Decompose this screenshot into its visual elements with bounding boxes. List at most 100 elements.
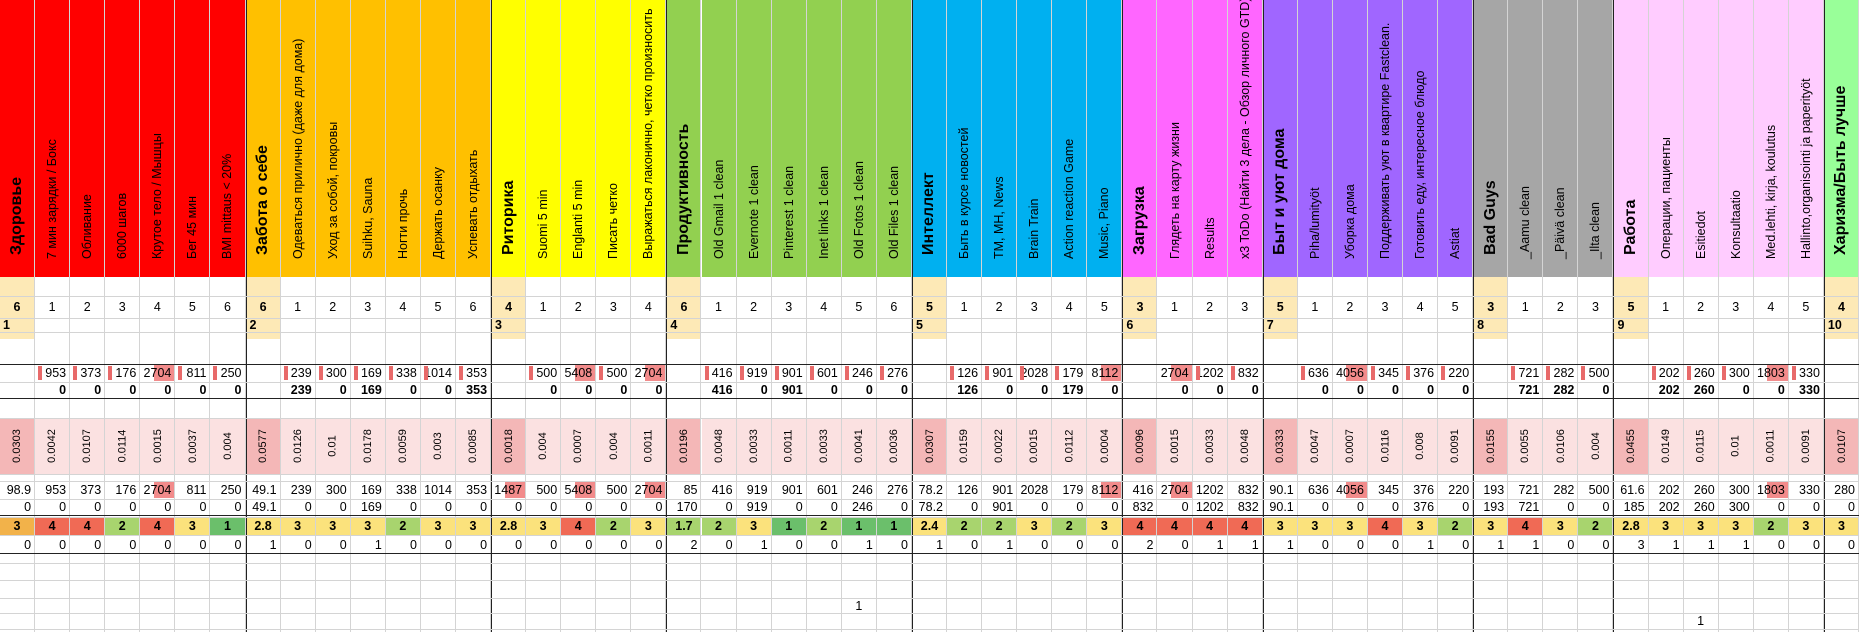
cell-r6[interactable]: 5408 <box>561 481 596 499</box>
cell-r5[interactable]: 0.0115 <box>1694 429 1707 463</box>
cell-r9[interactable]: 0 <box>620 538 628 552</box>
cell-r4[interactable]: 0 <box>1427 383 1435 397</box>
cell-r1[interactable]: 3 <box>1487 300 1495 314</box>
cell-r9[interactable]: 1 <box>1707 538 1715 552</box>
cell-r3[interactable]: 2704 <box>631 364 666 382</box>
task-column[interactable]: 7 мин зарядки / Бокс 1 953 0 0.0042 953 0 4 0 <box>35 0 71 632</box>
cell-r9[interactable]: 1 <box>1532 538 1540 552</box>
cell-r6[interactable]: 500 <box>1588 483 1610 497</box>
cell-r2[interactable]: 4 <box>670 318 678 332</box>
cell-r7[interactable]: 0 <box>129 500 137 514</box>
cell-r5[interactable]: 0.0033 <box>747 429 760 463</box>
cell-r1[interactable]: 1 <box>539 300 547 314</box>
cell-r5[interactable]: 0.0577 <box>257 429 270 463</box>
cell-r7[interactable]: 0 <box>1041 500 1049 514</box>
cell-r4[interactable]: 0 <box>830 383 838 397</box>
cell-r8[interactable]: 3 <box>1263 517 1297 535</box>
cell-r1[interactable]: 5 <box>1627 300 1635 314</box>
cell-r1[interactable]: 1 <box>1171 300 1178 314</box>
cell-r7[interactable]: 193 <box>1483 500 1505 514</box>
cell-r7[interactable]: 0 <box>339 500 347 514</box>
cell-r1[interactable]: 5 <box>926 300 933 314</box>
column-header[interactable]: Ногти прочь <box>385 0 420 277</box>
cell-r9[interactable]: 0 <box>59 538 67 552</box>
cell-r9[interactable]: 0 <box>585 538 593 552</box>
cell-r1[interactable]: 5 <box>434 300 442 314</box>
cell-r3[interactable]: 500 <box>526 364 560 382</box>
cell-r8[interactable]: 3 <box>420 517 455 535</box>
cell-r4[interactable]: 0 <box>1462 383 1470 397</box>
cell-r5[interactable]: 0.0047 <box>1308 429 1321 463</box>
cell-r9[interactable]: 0 <box>1602 538 1610 552</box>
cell-r5[interactable]: 0.0116 <box>1378 429 1391 463</box>
cell-r7[interactable]: 246 <box>852 500 873 514</box>
task-column[interactable]: _Päivä clean 2 282 282 0.0106 282 0 3 0 <box>1543 0 1579 632</box>
cell-r9[interactable]: 1 <box>1286 538 1294 552</box>
category-column[interactable]: Продуктивность 6 4 0.0196 85 170 1.7 2 <box>666 0 702 632</box>
column-header[interactable]: Music, Piano <box>1087 0 1122 277</box>
cell-r1[interactable]: 2 <box>1346 300 1354 314</box>
category-column[interactable]: Здоровье 6 1 0.0303 98.9 0 3 0 <box>0 0 36 632</box>
cell-r8[interactable]: 3 <box>315 517 350 535</box>
cell-r6[interactable]: 353 <box>466 483 488 497</box>
column-header[interactable]: Быть в курсе новостей <box>947 0 982 277</box>
category-column[interactable]: Интеллект 5 5 0.0307 78.2 78.2 2.4 1 <box>911 0 948 632</box>
column-header[interactable]: Готовить еду, интересное блюдо <box>1403 0 1438 277</box>
task-column[interactable]: Astiat 5 220 0 0.0091 220 0 2 0 <box>1438 0 1474 632</box>
cell-r1[interactable]: 5 <box>1100 300 1108 314</box>
cell-r6[interactable]: 2704 <box>631 481 666 499</box>
cell-r7[interactable]: 901 <box>992 500 1014 514</box>
cell-r3[interactable]: 220 <box>1438 364 1472 382</box>
cell-r3[interactable]: 282 <box>1543 364 1577 382</box>
cell-r7[interactable]: 0 <box>1567 500 1575 514</box>
cell-r8[interactable]: 2 <box>596 517 631 535</box>
cell-r3[interactable]: 1202 <box>1195 366 1224 380</box>
cell-r8[interactable]: 1 <box>210 517 245 535</box>
cell-r9[interactable]: 1 <box>1006 538 1014 552</box>
cell-r4[interactable]: 0 <box>900 383 908 397</box>
column-header[interactable]: Bad Guys <box>1474 0 1508 277</box>
cell-r3[interactable]: 126 <box>947 364 981 382</box>
cell-r7[interactable]: 90.1 <box>1269 500 1294 514</box>
cell-r4[interactable]: 0 <box>865 383 873 397</box>
column-header[interactable]: Inet links 1 clean <box>806 0 841 277</box>
cell-r7[interactable]: 0 <box>1392 500 1399 514</box>
cell-r8[interactable]: 2 <box>1578 517 1613 535</box>
column-header[interactable]: 7 мин зарядки / Бокс <box>35 0 70 277</box>
cell-r8[interactable]: 1 <box>841 517 876 535</box>
cell-r8[interactable]: 4 <box>140 517 175 535</box>
cell-r1[interactable]: 4 <box>1065 300 1073 314</box>
cell-r4[interactable]: 0 <box>59 383 67 397</box>
cell-r9[interactable]: 0 <box>304 538 312 552</box>
cell-r9[interactable]: 0 <box>1111 538 1119 552</box>
cell-r5[interactable]: 0.0107 <box>81 429 94 463</box>
cell-r7[interactable]: 0 <box>199 500 207 514</box>
cell-r2[interactable]: 9 <box>1617 318 1625 332</box>
cell-r8[interactable]: 1 <box>771 517 806 535</box>
cell-r6[interactable]: 376 <box>1413 483 1435 497</box>
cell-r8[interactable]: 2 <box>982 517 1017 535</box>
column-header[interactable]: Интеллект <box>912 0 947 277</box>
column-header[interactable]: Pinterest 1 clean <box>771 0 806 277</box>
cell-r4[interactable]: 0 <box>199 383 207 397</box>
cell-r8[interactable]: 3 <box>736 517 771 535</box>
cell-r5[interactable]: 0.0055 <box>1519 429 1532 463</box>
cell-r2[interactable]: 10 <box>1827 318 1842 332</box>
cell-r4[interactable]: 0 <box>1181 383 1189 397</box>
cell-r7[interactable]: 0 <box>515 500 523 514</box>
cell-r7[interactable]: 0 <box>1848 500 1855 514</box>
cell-r3[interactable]: 246 <box>842 364 876 382</box>
column-header[interactable]: Piha/lumityöt <box>1297 0 1332 277</box>
cell-r6[interactable]: 220 <box>1448 483 1470 497</box>
column-header[interactable]: Suomi 5 min <box>526 0 561 277</box>
cell-r8[interactable]: 3 <box>1017 517 1052 535</box>
cell-r8[interactable]: 3 <box>1788 517 1823 535</box>
cell-r3[interactable]: 300 <box>316 364 350 382</box>
cell-r7[interactable]: 0 <box>585 500 593 514</box>
task-column[interactable]: Готовить еду, интересное блюдо 4 376 0 0.008… <box>1403 0 1439 632</box>
cell-r1[interactable]: 4 <box>820 300 828 314</box>
cell-r5[interactable]: 0.0004 <box>1098 429 1111 463</box>
cell-r6[interactable]: 49.1 <box>252 483 277 497</box>
column-header[interactable]: Esitiedot <box>1683 0 1718 277</box>
